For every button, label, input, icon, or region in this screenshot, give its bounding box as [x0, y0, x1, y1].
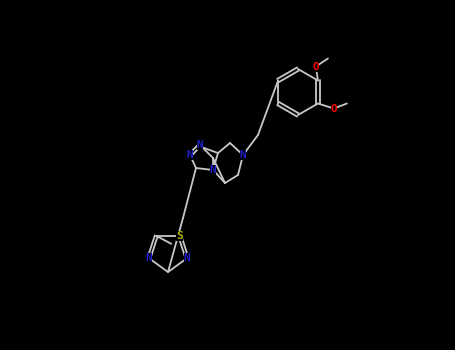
- Text: N: N: [146, 253, 152, 263]
- Text: N: N: [197, 140, 203, 150]
- Text: N: N: [184, 253, 190, 263]
- Text: O: O: [313, 62, 319, 71]
- Text: N: N: [187, 150, 193, 160]
- Text: N: N: [240, 150, 246, 160]
- Text: S: S: [177, 231, 183, 241]
- Text: N: N: [210, 165, 217, 175]
- Text: O: O: [330, 104, 337, 113]
